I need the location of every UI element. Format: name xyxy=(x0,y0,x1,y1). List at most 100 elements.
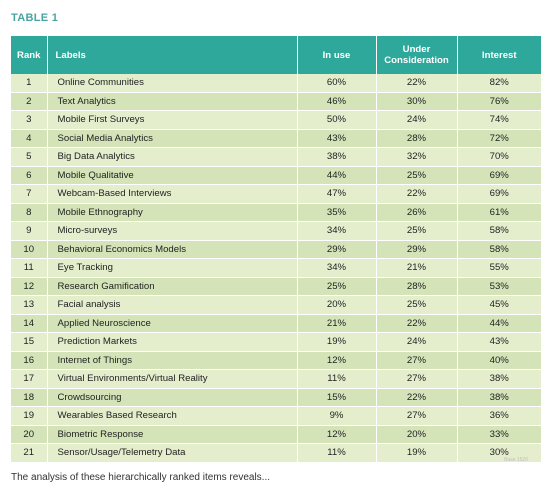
table-row: 14 Applied Neuroscience 21% 22% 44% xyxy=(11,314,541,333)
table-row: 16 Internet of Things 12% 27% 40% xyxy=(11,351,541,370)
label-cell: Mobile Qualitative xyxy=(47,166,298,185)
under-consideration-cell: 24% xyxy=(376,332,458,352)
in-use-cell: 60% xyxy=(297,74,377,93)
in-use-cell: 15% xyxy=(297,388,377,407)
table-row: 20 Biometric Response 12% 20% 33% xyxy=(11,425,541,444)
interest-cell: 61% xyxy=(457,203,541,222)
under-consideration-cell: 20% xyxy=(376,425,458,444)
under-consideration-cell: 32% xyxy=(376,147,458,167)
source-note: Base 1520 xyxy=(504,457,528,463)
table-row: 8 Mobile Ethnography 35% 26% 61% xyxy=(11,203,541,222)
table-row: 1 Online Communities 60% 22% 82% xyxy=(11,74,541,93)
header-interest: Interest xyxy=(457,36,541,74)
interest-cell: 76% xyxy=(457,92,541,111)
rank-cell: 1 xyxy=(11,74,48,93)
label-cell: Prediction Markets xyxy=(47,332,298,352)
label-cell: Social Media Analytics xyxy=(47,129,298,148)
interest-cell: 36% xyxy=(457,406,541,426)
table-row: 18 Crowdsourcing 15% 22% 38% xyxy=(11,388,541,407)
rank-cell: 18 xyxy=(11,388,48,407)
label-cell: Online Communities xyxy=(47,74,298,93)
rank-cell: 5 xyxy=(11,147,48,167)
rank-cell: 4 xyxy=(11,129,48,148)
in-use-cell: 29% xyxy=(297,240,377,259)
in-use-cell: 9% xyxy=(297,406,377,426)
label-cell: Micro-surveys xyxy=(47,221,298,241)
methods-table: Rank Labels In use Under Consideration I… xyxy=(11,36,541,463)
under-consideration-cell: 22% xyxy=(376,74,458,93)
interest-cell: 72% xyxy=(457,129,541,148)
rank-cell: 16 xyxy=(11,351,48,370)
table-header-row: Rank Labels In use Under Consideration I… xyxy=(11,36,541,74)
label-cell: Wearables Based Research xyxy=(47,406,298,426)
in-use-cell: 21% xyxy=(297,314,377,333)
under-consideration-cell: 22% xyxy=(376,314,458,333)
label-cell: Applied Neuroscience xyxy=(47,314,298,333)
rank-cell: 11 xyxy=(11,258,48,278)
under-consideration-cell: 29% xyxy=(376,240,458,259)
label-cell: Virtual Environments/Virtual Reality xyxy=(47,369,298,389)
table-body: 1 Online Communities 60% 22% 82% 2 Text Analyt… xyxy=(11,74,541,463)
interest-cell: 38% xyxy=(457,388,541,407)
header-under-consideration: Under Consideration xyxy=(376,36,458,74)
label-cell: Internet of Things xyxy=(47,351,298,370)
interest-cell: 40% xyxy=(457,351,541,370)
table-row: 19 Wearables Based Research 9% 27% 36% xyxy=(11,406,541,426)
table-row: 6 Mobile Qualitative 44% 25% 69% xyxy=(11,166,541,185)
label-cell: Eye Tracking xyxy=(47,258,298,278)
in-use-cell: 47% xyxy=(297,184,377,204)
under-consideration-cell: 26% xyxy=(376,203,458,222)
label-cell: Text Analytics xyxy=(47,92,298,111)
rank-cell: 2 xyxy=(11,92,48,111)
in-use-cell: 38% xyxy=(297,147,377,167)
table-row: 17 Virtual Environments/Virtual Reality 11… xyxy=(11,369,541,389)
label-cell: Mobile Ethnography xyxy=(47,203,298,222)
under-consideration-cell: 25% xyxy=(376,295,458,315)
rank-cell: 9 xyxy=(11,221,48,241)
table-row: 4 Social Media Analytics 43% 28% 72% xyxy=(11,129,541,148)
label-cell: Biometric Response xyxy=(47,425,298,444)
interest-cell: 45% xyxy=(457,295,541,315)
interest-cell: 30% xyxy=(457,443,541,463)
under-consideration-cell: 22% xyxy=(376,184,458,204)
table-row: 2 Text Analytics 46% 30% 76% xyxy=(11,92,541,111)
rank-cell: 21 xyxy=(11,443,48,463)
in-use-cell: 11% xyxy=(297,443,377,463)
rank-cell: 8 xyxy=(11,203,48,222)
rank-cell: 20 xyxy=(11,425,48,444)
in-use-cell: 20% xyxy=(297,295,377,315)
rank-cell: 17 xyxy=(11,369,48,389)
interest-cell: 82% xyxy=(457,74,541,93)
label-cell: Sensor/Usage/Telemetry Data xyxy=(47,443,298,463)
label-cell: Mobile First Surveys xyxy=(47,110,298,130)
under-consideration-cell: 21% xyxy=(376,258,458,278)
in-use-cell: 50% xyxy=(297,110,377,130)
under-consideration-cell: 27% xyxy=(376,369,458,389)
interest-cell: 53% xyxy=(457,277,541,296)
rank-cell: 7 xyxy=(11,184,48,204)
rank-cell: 12 xyxy=(11,277,48,296)
interest-cell: 58% xyxy=(457,240,541,259)
table-row: 5 Big Data Analytics 38% 32% 70% xyxy=(11,147,541,167)
interest-cell: 43% xyxy=(457,332,541,352)
interest-cell: 69% xyxy=(457,184,541,204)
under-consideration-cell: 19% xyxy=(376,443,458,463)
label-cell: Behavioral Economics Models xyxy=(47,240,298,259)
table-row: 9 Micro-surveys 34% 25% 58% xyxy=(11,221,541,241)
under-consideration-cell: 28% xyxy=(376,277,458,296)
table-row: 11 Eye Tracking 34% 21% 55% xyxy=(11,258,541,278)
in-use-cell: 34% xyxy=(297,258,377,278)
under-consideration-cell: 27% xyxy=(376,406,458,426)
header-in-use: In use xyxy=(297,36,377,74)
in-use-cell: 12% xyxy=(297,425,377,444)
in-use-cell: 34% xyxy=(297,221,377,241)
interest-cell: 69% xyxy=(457,166,541,185)
rank-cell: 19 xyxy=(11,406,48,426)
in-use-cell: 35% xyxy=(297,203,377,222)
interest-cell: 74% xyxy=(457,110,541,130)
rank-cell: 6 xyxy=(11,166,48,185)
under-consideration-cell: 28% xyxy=(376,129,458,148)
under-consideration-cell: 27% xyxy=(376,351,458,370)
table-row: 3 Mobile First Surveys 50% 24% 74% xyxy=(11,110,541,130)
in-use-cell: 11% xyxy=(297,369,377,389)
